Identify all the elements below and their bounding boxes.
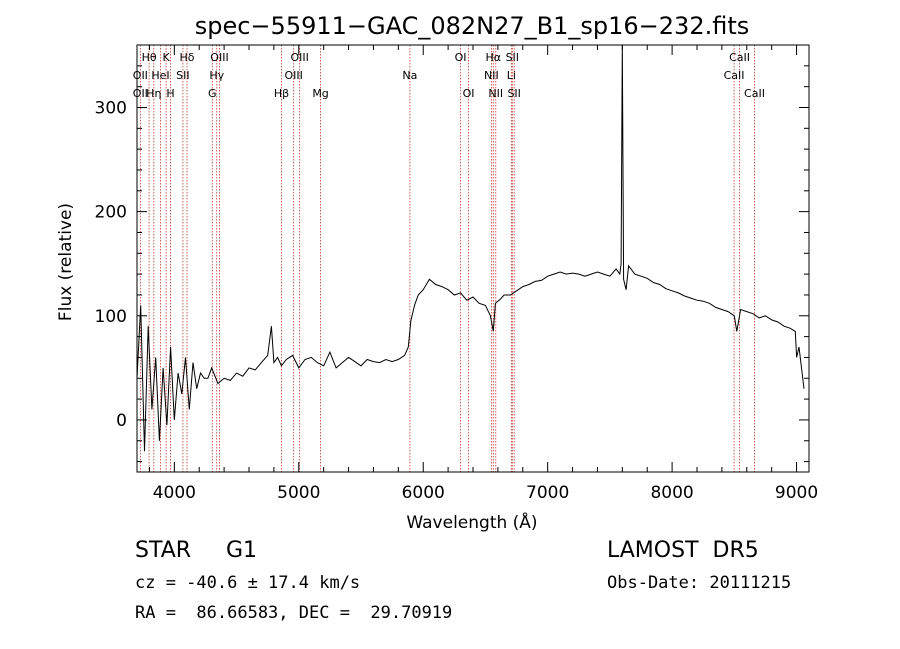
line-label: K	[163, 51, 171, 64]
y-axis-label: Flux (relative)	[56, 203, 76, 321]
sky-coordinates: RA = 86.66583, DEC = 29.70919	[135, 603, 453, 623]
object-class: STAR G1	[135, 538, 258, 563]
emission-line-markers	[139, 45, 755, 472]
y-tick-label: 100	[95, 307, 127, 327]
line-label: Hα	[486, 51, 502, 64]
line-label: Hδ	[180, 51, 195, 64]
plot-frame	[136, 44, 810, 473]
y-tick-label: 0	[116, 411, 127, 431]
line-label: OIII	[284, 69, 302, 82]
observation-date: Obs-Date: 20111215	[607, 573, 792, 593]
line-label: Hγ	[209, 69, 224, 82]
line-label: OI	[455, 51, 467, 64]
line-label: G	[208, 87, 217, 100]
line-label: Hβ	[274, 87, 289, 100]
y-tick-label: 300	[95, 98, 127, 118]
x-tick-label: 7000	[526, 483, 569, 503]
x-axis-label: Wavelength (Å)	[406, 511, 537, 533]
line-label: CaII	[724, 69, 745, 82]
line-label: CaII	[729, 51, 750, 64]
line-label: Hη	[146, 87, 161, 100]
line-label: Na	[402, 69, 417, 82]
x-tick-label: 8000	[650, 483, 693, 503]
x-tick-label: 6000	[402, 483, 445, 503]
y-tick-label: 200	[95, 203, 127, 223]
x-tick-label: 4000	[153, 483, 196, 503]
line-label: HeI	[151, 69, 169, 82]
line-label: OIII	[210, 51, 228, 64]
x-axis-ticks: 4000 5000 6000 7000 8000 9000	[148, 45, 818, 503]
y-axis-ticks: 0 100 200 300	[95, 44, 809, 463]
line-label: NII	[484, 69, 499, 82]
line-label: Li	[507, 69, 516, 82]
survey-name: LAMOST DR5	[607, 538, 759, 563]
redshift-velocity: cz = -40.6 ± 17.4 km/s	[135, 573, 361, 593]
line-label: NII	[488, 87, 503, 100]
line-label: Mg	[312, 87, 328, 100]
line-label: OI	[463, 87, 475, 100]
x-tick-label: 5000	[277, 483, 320, 503]
line-label: Hθ	[142, 51, 157, 64]
spectrum-chart: spec−55911−GAC_082N27_B1_sp16−232.fits H…	[56, 12, 818, 533]
line-label: OIII	[290, 51, 308, 64]
line-label: OII	[133, 69, 148, 82]
line-label: SII	[506, 51, 519, 64]
chart-title: spec−55911−GAC_082N27_B1_sp16−232.fits	[195, 12, 750, 40]
line-label: SII	[176, 69, 189, 82]
line-label: CaII	[744, 87, 765, 100]
line-label: SII	[507, 87, 520, 100]
x-tick-label: 9000	[775, 483, 818, 503]
spectrum-line	[136, 44, 805, 452]
line-label: H	[166, 87, 174, 100]
